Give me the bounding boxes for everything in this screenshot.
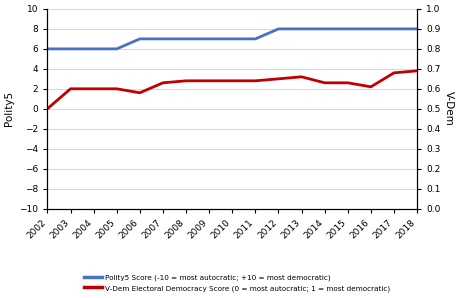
Polity5 Score (-10 = most autocratic; +10 = most democratic) (45, 47, 50, 51)
Polity5 Score (-10 = most autocratic; +10 = most democratic) (137, 37, 143, 41)
V-Dem Electoral Democracy Score (0 = most autocratic; 1 = most democratic) (345, 81, 351, 85)
Polity5 Score (-10 = most autocratic; +10 = most democratic) (183, 37, 189, 41)
V-Dem Electoral Democracy Score (0 = most autocratic; 1 = most democratic) (68, 87, 73, 91)
Line: Polity5 Score (-10 = most autocratic; +10 = most democratic): Polity5 Score (-10 = most autocratic; +1… (47, 29, 417, 49)
V-Dem Electoral Democracy Score (0 = most autocratic; 1 = most democratic) (91, 87, 96, 91)
V-Dem Electoral Democracy Score (0 = most autocratic; 1 = most democratic) (45, 107, 50, 111)
Polity5 Score (-10 = most autocratic; +10 = most democratic) (391, 27, 397, 31)
Polity5 Score (-10 = most autocratic; +10 = most democratic) (160, 37, 166, 41)
V-Dem Electoral Democracy Score (0 = most autocratic; 1 = most democratic) (137, 91, 143, 94)
Polity5 Score (-10 = most autocratic; +10 = most democratic) (229, 37, 235, 41)
Polity5 Score (-10 = most autocratic; +10 = most democratic) (206, 37, 212, 41)
Polity5 Score (-10 = most autocratic; +10 = most democratic) (275, 27, 281, 31)
V-Dem Electoral Democracy Score (0 = most autocratic; 1 = most democratic) (183, 79, 189, 83)
Polity5 Score (-10 = most autocratic; +10 = most democratic) (114, 47, 119, 51)
Legend: Polity5 Score (-10 = most autocratic; +10 = most democratic), V-Dem Electoral De: Polity5 Score (-10 = most autocratic; +1… (81, 271, 393, 294)
V-Dem Electoral Democracy Score (0 = most autocratic; 1 = most democratic) (114, 87, 119, 91)
Polity5 Score (-10 = most autocratic; +10 = most democratic) (91, 47, 96, 51)
Polity5 Score (-10 = most autocratic; +10 = most democratic) (299, 27, 304, 31)
V-Dem Electoral Democracy Score (0 = most autocratic; 1 = most democratic) (229, 79, 235, 83)
Polity5 Score (-10 = most autocratic; +10 = most democratic) (368, 27, 374, 31)
Polity5 Score (-10 = most autocratic; +10 = most democratic) (253, 37, 258, 41)
V-Dem Electoral Democracy Score (0 = most autocratic; 1 = most democratic) (206, 79, 212, 83)
V-Dem Electoral Democracy Score (0 = most autocratic; 1 = most democratic) (275, 77, 281, 80)
V-Dem Electoral Democracy Score (0 = most autocratic; 1 = most democratic) (414, 69, 420, 73)
Polity5 Score (-10 = most autocratic; +10 = most democratic) (322, 27, 328, 31)
V-Dem Electoral Democracy Score (0 = most autocratic; 1 = most democratic) (368, 85, 374, 89)
V-Dem Electoral Democracy Score (0 = most autocratic; 1 = most democratic) (391, 71, 397, 74)
V-Dem Electoral Democracy Score (0 = most autocratic; 1 = most democratic) (322, 81, 328, 85)
Y-axis label: V-Dem: V-Dem (445, 91, 455, 126)
Line: V-Dem Electoral Democracy Score (0 = most autocratic; 1 = most democratic): V-Dem Electoral Democracy Score (0 = mos… (47, 71, 417, 109)
V-Dem Electoral Democracy Score (0 = most autocratic; 1 = most democratic) (299, 75, 304, 79)
Polity5 Score (-10 = most autocratic; +10 = most democratic) (414, 27, 420, 31)
Polity5 Score (-10 = most autocratic; +10 = most democratic) (68, 47, 73, 51)
Y-axis label: Polity5: Polity5 (4, 91, 14, 126)
V-Dem Electoral Democracy Score (0 = most autocratic; 1 = most democratic) (160, 81, 166, 85)
V-Dem Electoral Democracy Score (0 = most autocratic; 1 = most democratic) (253, 79, 258, 83)
Polity5 Score (-10 = most autocratic; +10 = most democratic) (345, 27, 351, 31)
